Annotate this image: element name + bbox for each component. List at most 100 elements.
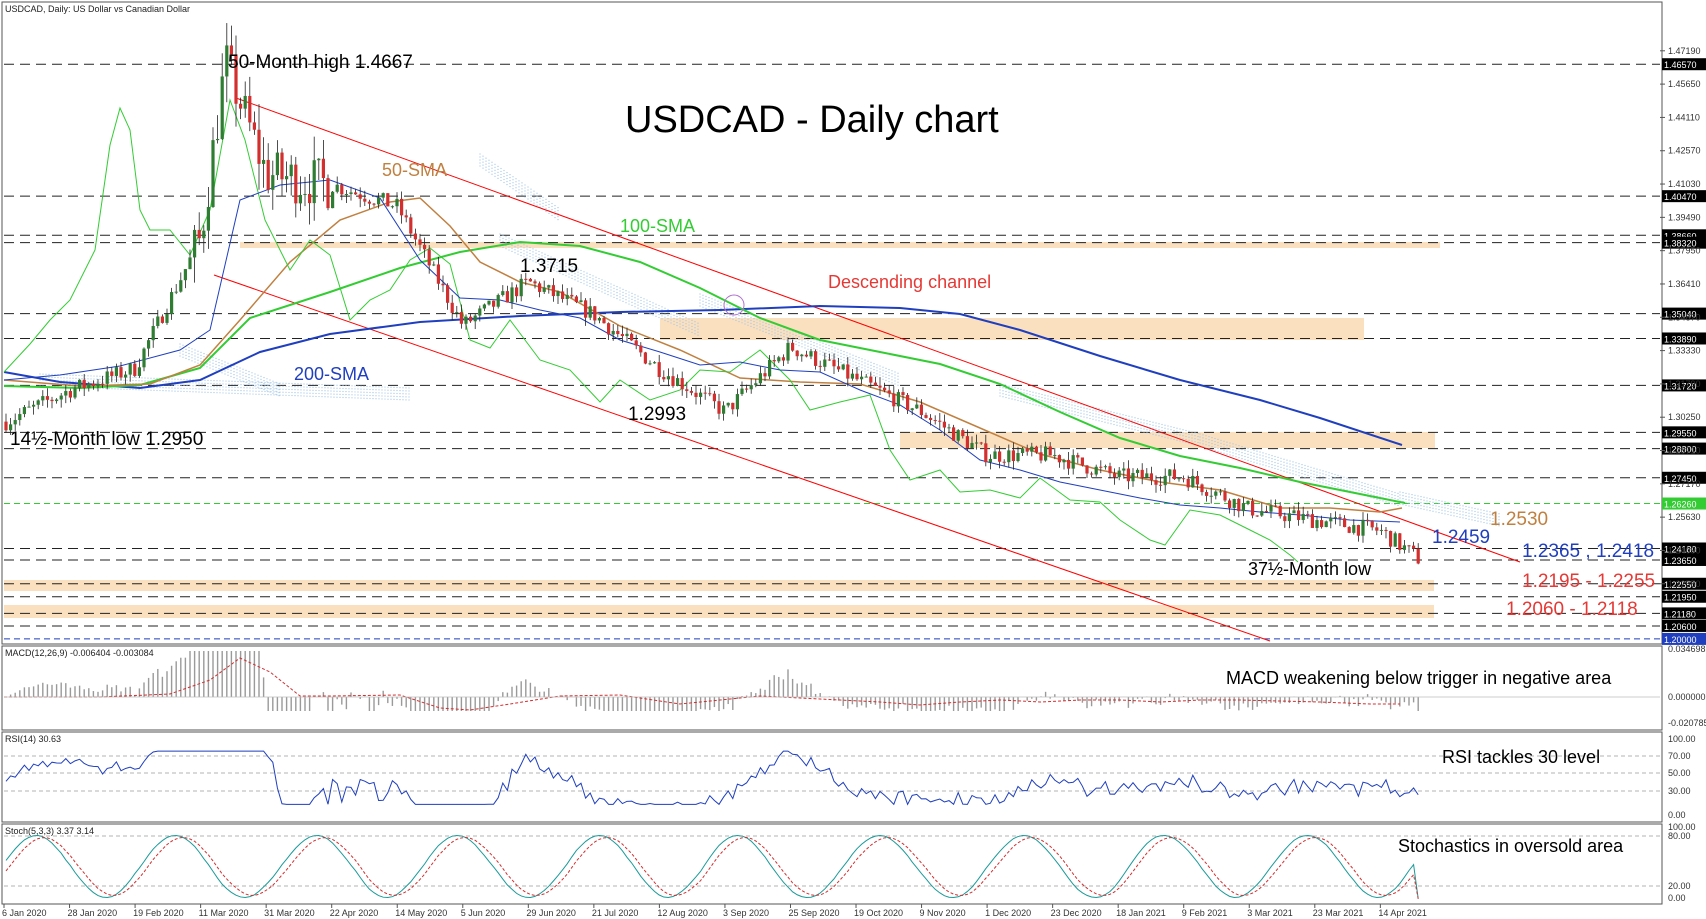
cloud-dot xyxy=(1047,407,1049,409)
cloud-dot xyxy=(518,192,520,194)
cloud-dot xyxy=(533,202,535,204)
cloud-dot xyxy=(1125,423,1127,426)
cloud-dot xyxy=(219,386,221,388)
cloud-dot xyxy=(219,389,221,391)
cloud-dot xyxy=(643,304,645,306)
cloud-dot xyxy=(554,216,556,219)
candle-body xyxy=(855,373,859,380)
cloud-dot xyxy=(264,390,266,393)
cloud-dot xyxy=(494,166,496,168)
cloud-dot xyxy=(197,359,199,361)
cloud-dot xyxy=(213,382,215,385)
cloud-dot xyxy=(291,382,293,385)
cloud-dot xyxy=(212,359,214,361)
cloud-dot xyxy=(1453,515,1455,517)
cloud-dot xyxy=(894,383,896,385)
cloud-dot xyxy=(69,377,71,379)
candle-body xyxy=(377,197,381,205)
cloud-dot xyxy=(197,353,199,355)
candle-body xyxy=(482,304,486,309)
candle-body xyxy=(722,405,726,414)
cloud-dot xyxy=(783,336,785,338)
cloud-dot xyxy=(524,190,526,192)
cloud-dot xyxy=(1331,476,1333,478)
cloud-dot xyxy=(586,278,588,280)
cloud-dot xyxy=(1352,485,1354,487)
candle-body xyxy=(1278,505,1282,517)
cloud-dot xyxy=(315,395,317,398)
cloud-dot xyxy=(547,258,549,260)
cloud-dot xyxy=(1444,507,1446,509)
cloud-dot xyxy=(390,392,392,394)
cloud-dot xyxy=(741,322,743,324)
cloud-dot xyxy=(405,390,407,392)
cloud-dot xyxy=(285,388,287,390)
cloud-dot xyxy=(1304,473,1306,476)
cloud-dot xyxy=(526,248,528,250)
candle-body xyxy=(303,194,307,196)
cloud-dot xyxy=(1334,473,1336,476)
cloud-dot xyxy=(267,388,269,390)
cloud-dot xyxy=(291,388,293,391)
cloud-dot xyxy=(855,364,857,366)
cloud-dot xyxy=(499,236,501,238)
cloud-dot xyxy=(1474,519,1476,522)
candle-body xyxy=(1306,513,1310,515)
cloud-dot xyxy=(1008,394,1010,396)
cloud-dot xyxy=(1498,513,1500,515)
cloud-dot xyxy=(1444,510,1446,512)
cloud-dot xyxy=(1334,485,1336,488)
cloud-dot xyxy=(1071,401,1073,403)
cloud-dot xyxy=(189,379,191,381)
cloud-dot xyxy=(655,312,657,314)
cloud-dot xyxy=(1483,509,1485,512)
cloud-dot xyxy=(538,256,540,259)
cloud-dot xyxy=(1176,433,1178,435)
cloud-dot xyxy=(1232,446,1234,448)
level-price-label: 1.38320 xyxy=(1664,239,1697,249)
cloud-dot xyxy=(1050,402,1052,404)
cloud-dot xyxy=(351,388,353,390)
cloud-dot xyxy=(269,388,271,390)
cloud-dot xyxy=(831,355,833,357)
cloud-dot xyxy=(1307,468,1309,470)
cloud-dot xyxy=(291,385,293,388)
cloud-dot xyxy=(789,341,791,343)
cloud-dot xyxy=(324,384,326,386)
cloud-dot xyxy=(527,195,529,197)
cloud-dot xyxy=(685,317,687,319)
cloud-dot xyxy=(408,390,410,392)
level-price-label: 1.26260 xyxy=(1664,500,1697,510)
candle-body xyxy=(317,158,321,161)
candle-body xyxy=(551,285,555,297)
cloud-dot xyxy=(783,333,785,335)
cloud-dot xyxy=(1202,434,1204,436)
cloud-dot xyxy=(1274,461,1276,464)
cloud-dot xyxy=(1355,486,1357,488)
cloud-dot xyxy=(1089,417,1091,420)
cloud-dot xyxy=(1167,431,1169,433)
cloud-dot xyxy=(523,256,525,258)
cloud-dot xyxy=(282,388,284,390)
cloud-dot xyxy=(357,394,359,396)
cloud-dot xyxy=(263,380,265,382)
cloud-dot xyxy=(1316,468,1318,470)
cloud-dot xyxy=(1313,467,1315,469)
candle-body xyxy=(372,203,376,205)
cloud-dot xyxy=(1435,499,1437,501)
cloud-dot xyxy=(714,311,716,313)
cloud-dot xyxy=(1283,467,1285,469)
cloud-dot xyxy=(1322,476,1324,478)
cloud-dot xyxy=(303,383,305,385)
cloud-dot xyxy=(870,370,872,372)
cloud-dot xyxy=(1319,478,1321,480)
cloud-dot xyxy=(227,374,229,376)
cloud-dot xyxy=(1155,434,1157,436)
cloud-dot xyxy=(831,358,833,360)
cloud-dot xyxy=(897,378,899,380)
cloud-dot xyxy=(198,385,200,387)
cloud-dot xyxy=(1247,456,1249,458)
cloud-dot xyxy=(699,305,701,307)
cloud-dot xyxy=(321,390,323,392)
cloud-dot xyxy=(873,375,875,377)
